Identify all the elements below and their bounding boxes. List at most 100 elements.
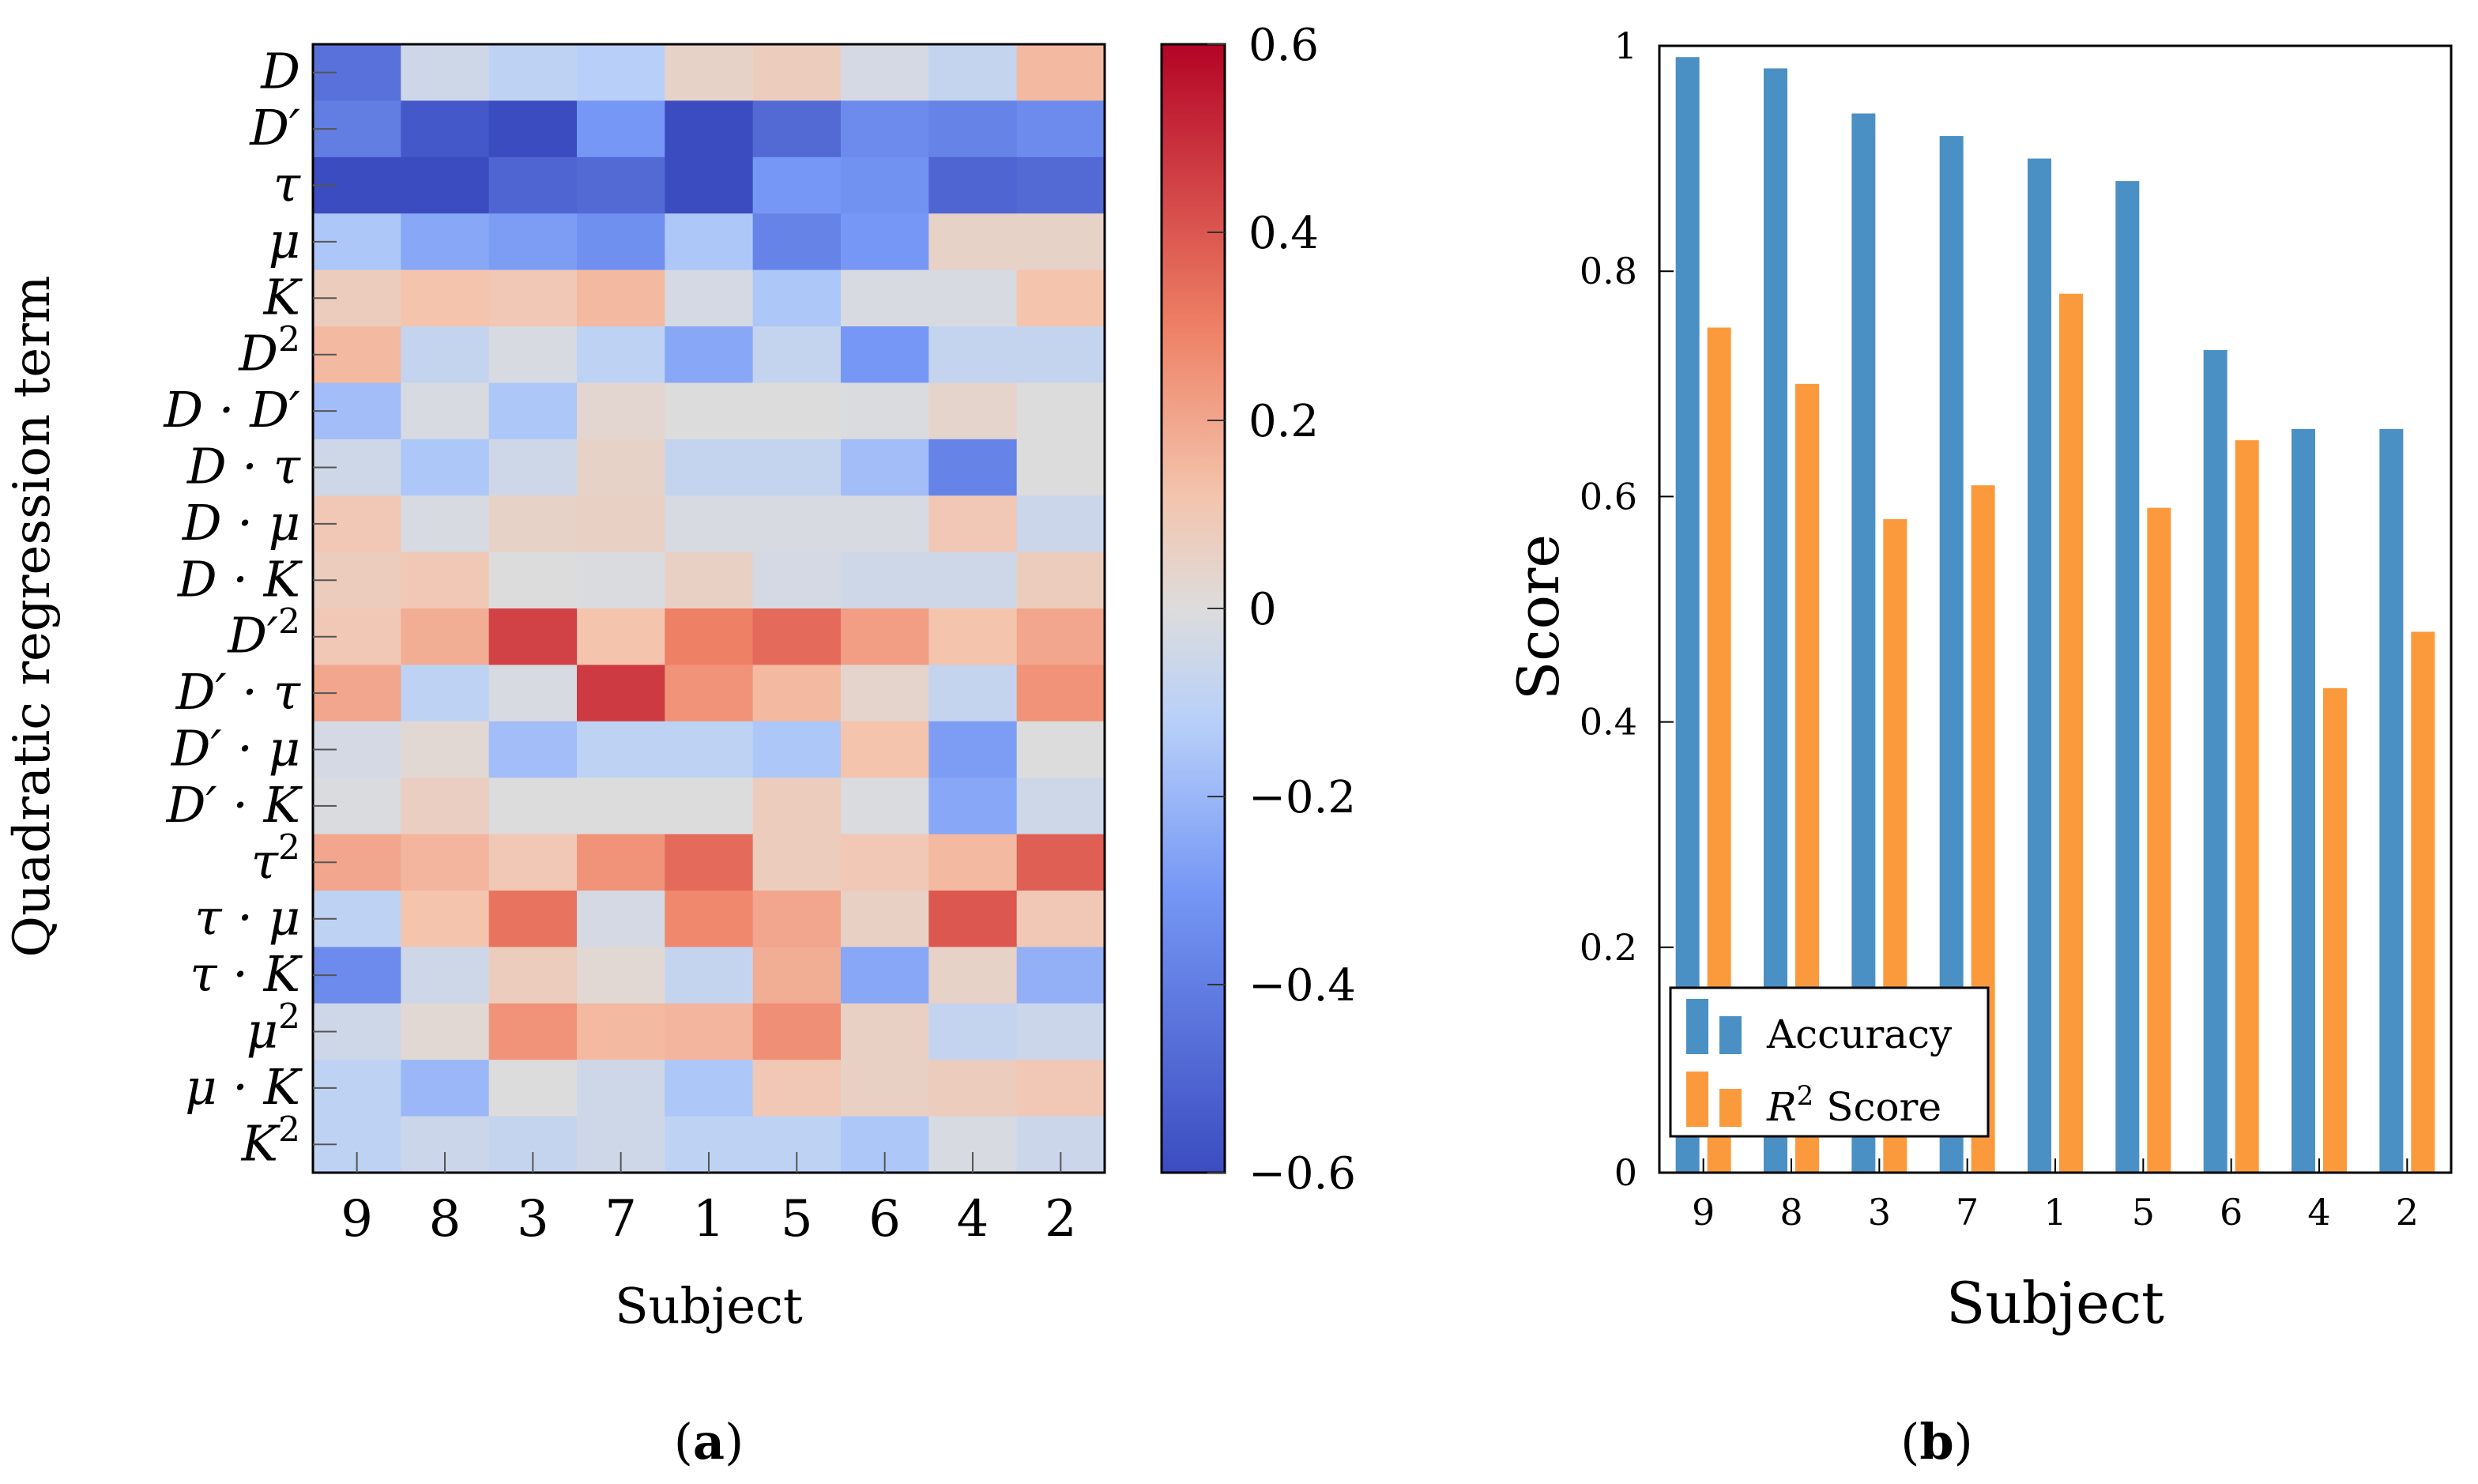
- heatmap-cell: [841, 552, 929, 609]
- heatmap-cell: [1016, 834, 1105, 891]
- heatmap-x-tick-label: 6: [868, 1190, 901, 1249]
- bar-chart-x-tick-label: 1: [2043, 1191, 2066, 1234]
- heatmap-cell: [841, 721, 929, 778]
- heatmap-y-tick-label: D · μ: [182, 494, 300, 552]
- r2-score-bar: [2323, 687, 2347, 1173]
- heatmap-y-tick-label: K2: [241, 1109, 300, 1172]
- heatmap-y-tick-base: D · K: [177, 550, 303, 608]
- heatmap-cell: [841, 1003, 929, 1060]
- heatmap-y-tick-label: D′2: [227, 602, 300, 665]
- heatmap-cell: [928, 834, 1018, 891]
- bar-chart-x-tick-label: 5: [2132, 1191, 2155, 1234]
- heatmap-cell: [401, 721, 490, 778]
- heatmap-cell: [577, 44, 665, 101]
- heatmap-cell: [577, 834, 665, 891]
- heatmap-cell: [928, 156, 1018, 214]
- bar-chart-y-tick-label: 0.4: [1580, 701, 1637, 744]
- heatmap-cell: [928, 269, 1018, 327]
- heatmap-cell: [1016, 213, 1105, 271]
- heatmap-cell: [665, 1060, 754, 1117]
- heatmap-y-tick-label: D · τ: [186, 438, 302, 495]
- heatmap-y-tick-label: D: [260, 43, 300, 100]
- heatmap-cell: [401, 608, 490, 665]
- heatmap-y-tick-base: μ: [247, 1002, 278, 1060]
- heatmap-y-tick-label: D · K: [177, 550, 303, 608]
- heatmap-cell: [841, 891, 929, 947]
- bar-chart-x-tick-label: 4: [2307, 1191, 2330, 1234]
- bar-chart-x-ticks: 9 8 3 7 1 5 6 4 2: [1692, 1158, 2419, 1234]
- r2-score-bar: [2059, 293, 2083, 1173]
- colorbar-tick-label: −0.4: [1248, 960, 1356, 1011]
- heatmap-y-tick-base: D′ · μ: [171, 720, 300, 778]
- heatmap-y-tick-base: τ · K: [190, 945, 303, 1003]
- heatmap-cell: [577, 778, 665, 835]
- heatmap-y-tick-label: μ · K: [185, 1058, 303, 1116]
- heatmap-cell: [752, 721, 842, 778]
- heatmap-y-axis-label: Quadratic regression term: [3, 276, 62, 958]
- heatmap-cell: [665, 1003, 754, 1060]
- heatmap-cell: [1016, 439, 1105, 496]
- heatmap-cell: [488, 665, 578, 722]
- heatmap-cell: [488, 495, 578, 553]
- heatmap-cell: [665, 439, 754, 496]
- panel-a-label: (a): [674, 1413, 744, 1471]
- heatmap-cell: [577, 382, 665, 440]
- heatmap-cell: [665, 495, 754, 553]
- heatmap-cell: [577, 326, 665, 383]
- heatmap-cell: [841, 947, 929, 1004]
- heatmap-cell: [1016, 326, 1105, 383]
- heatmap-y-tick-base: D′ · τ: [175, 663, 302, 721]
- heatmap-cell: [665, 721, 754, 778]
- colorbar-tick-label: 0.6: [1248, 20, 1319, 71]
- heatmap-y-tick-sup: 2: [278, 997, 300, 1038]
- heatmap-cell: [841, 326, 929, 383]
- heatmap-cell: [928, 721, 1018, 778]
- heatmap-cell: [752, 269, 842, 327]
- heatmap-cell: [401, 552, 490, 609]
- heatmap-x-tick-label: 1: [693, 1190, 725, 1249]
- heatmap-y-tick-base: K: [241, 1114, 281, 1172]
- heatmap-cell: [928, 1003, 1018, 1060]
- bar-chart-x-tick-label: 3: [1868, 1191, 1891, 1234]
- heatmap-cell: [928, 891, 1018, 947]
- heatmap-y-tick-base: D: [260, 43, 300, 100]
- heatmap-cell: [665, 213, 754, 271]
- heatmap-cell: [841, 382, 929, 440]
- heatmap-cell: [928, 1060, 1018, 1117]
- heatmap-cell: [1016, 721, 1105, 778]
- heatmap-y-tick-label: μ: [269, 212, 300, 269]
- heatmap-cell: [752, 156, 842, 214]
- heatmap-cell: [841, 1060, 929, 1117]
- heatmap-cell: [488, 213, 578, 271]
- r2-score-bar: [2411, 631, 2435, 1173]
- heatmap-cell: [752, 100, 842, 158]
- heatmap-cell: [401, 382, 490, 440]
- heatmap-x-tick-label: 5: [781, 1190, 813, 1249]
- heatmap-cell: [841, 44, 929, 101]
- heatmap-y-tick-base: K: [263, 268, 303, 326]
- colorbar-tick-label: 0.2: [1248, 396, 1319, 447]
- colorbar-tick-label: −0.2: [1248, 772, 1356, 823]
- heatmap-cell: [665, 552, 754, 609]
- heatmap-cell: [401, 778, 490, 835]
- heatmap-cell: [577, 721, 665, 778]
- heatmap-cell: [577, 495, 665, 553]
- heatmap-cell: [1016, 552, 1105, 609]
- colorbar-tick-label: −0.6: [1248, 1148, 1356, 1200]
- heatmap-cell: [1016, 100, 1105, 158]
- legend-label-accuracy: Accuracy: [1766, 1011, 1953, 1057]
- heatmap-cell: [665, 269, 754, 327]
- heatmap-cell: [1016, 778, 1105, 835]
- heatmap-cell: [488, 156, 578, 214]
- bar-chart-x-tick-label: 9: [1692, 1191, 1715, 1234]
- heatmap-cell: [841, 439, 929, 496]
- colorbar-tick-label: 0: [1248, 584, 1277, 635]
- legend-swatch: [1719, 1089, 1742, 1127]
- bar-chart-y-tick-label: 0.8: [1580, 250, 1637, 292]
- heatmap-cell: [577, 947, 665, 1004]
- heatmap-cell: [488, 891, 578, 947]
- heatmap-cell: [401, 44, 490, 101]
